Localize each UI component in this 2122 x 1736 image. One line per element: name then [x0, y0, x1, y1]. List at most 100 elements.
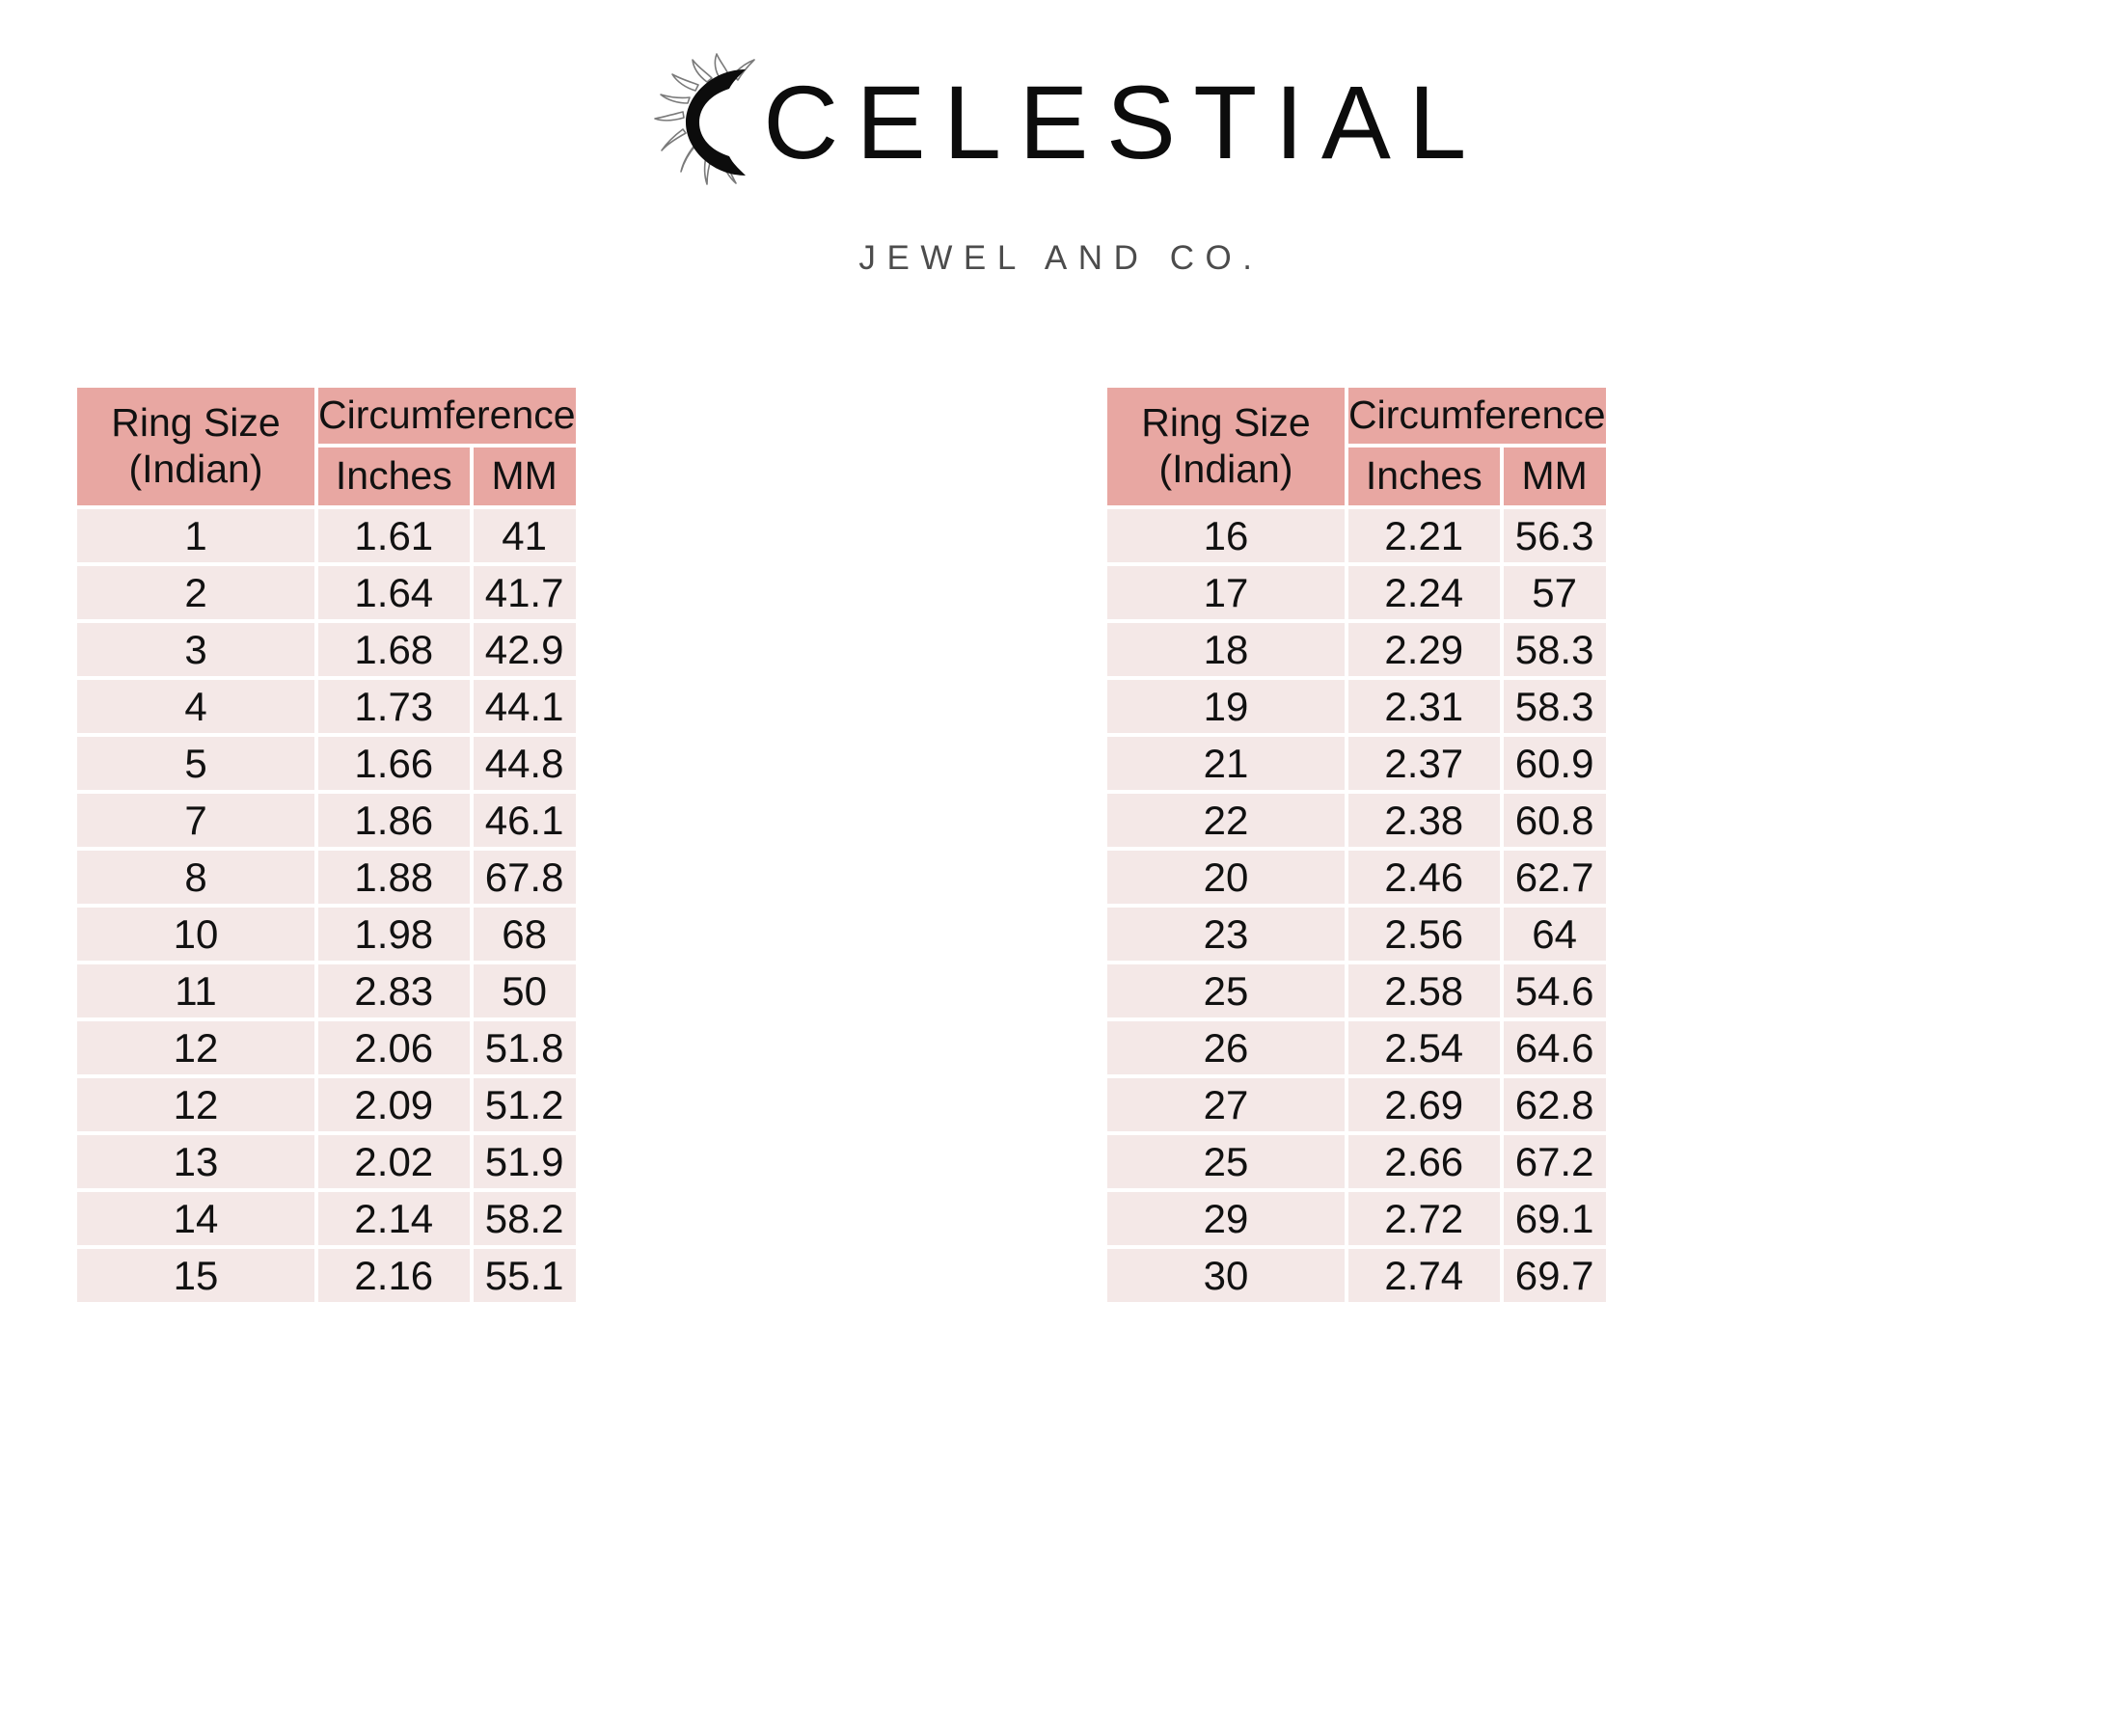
- cell-inches: 2.31: [1348, 680, 1500, 733]
- cell-mm: 62.8: [1503, 1078, 1606, 1131]
- cell-inches: 2.46: [1348, 851, 1500, 904]
- cell-inches: 1.88: [318, 851, 470, 904]
- table-row: 11 2.83 50: [77, 964, 576, 1017]
- column-header-mm: MM: [1503, 448, 1606, 505]
- cell-mm: 41.7: [473, 566, 576, 619]
- table-head: Ring Size (Indian) Circumference Inches …: [77, 388, 576, 505]
- crescent-moon-sun-icon: [638, 50, 782, 195]
- cell-inches: 2.14: [318, 1192, 470, 1245]
- cell-ring-size: 15: [77, 1249, 314, 1302]
- cell-ring-size: 30: [1107, 1249, 1345, 1302]
- table-row: 12 2.09 51.2: [77, 1078, 576, 1131]
- cell-ring-size: 2: [77, 566, 314, 619]
- header-row-secondary: Inches MM: [77, 448, 576, 505]
- cell-mm: 42.9: [473, 623, 576, 676]
- cell-inches: 2.72: [1348, 1192, 1500, 1245]
- brand-name: CELESTIAL: [763, 64, 1484, 180]
- table-row: 21 2.37 60.9: [1107, 737, 1606, 790]
- cell-ring-size: 10: [77, 908, 314, 961]
- cell-mm: 69.7: [1503, 1249, 1606, 1302]
- cell-inches: 2.74: [1348, 1249, 1500, 1302]
- cell-ring-size: 14: [77, 1192, 314, 1245]
- cell-ring-size: 4: [77, 680, 314, 733]
- cell-mm: 46.1: [473, 794, 576, 847]
- cell-ring-size: 26: [1107, 1021, 1345, 1074]
- cell-inches: 1.73: [318, 680, 470, 733]
- table-body-right: 16 2.21 56.3 17 2.24 57 18 2.29 58.3 19 2.31 58.3 21…: [1107, 509, 1606, 1302]
- cell-mm: 67.8: [473, 851, 576, 904]
- brand-header: CELESTIAL JEWEL AND CO.: [0, 0, 2122, 318]
- cell-inches: 2.24: [1348, 566, 1500, 619]
- cell-mm: 64.6: [1503, 1021, 1606, 1074]
- cell-ring-size: 3: [77, 623, 314, 676]
- cell-ring-size: 17: [1107, 566, 1345, 619]
- table-row: 17 2.24 57: [1107, 566, 1606, 619]
- header-row-primary: Ring Size (Indian) Circumference: [1107, 388, 1606, 505]
- cell-inches: 2.58: [1348, 964, 1500, 1017]
- cell-inches: 1.66: [318, 737, 470, 790]
- cell-mm: 56.3: [1503, 509, 1606, 562]
- cell-mm: 69.1: [1503, 1192, 1606, 1245]
- column-header-mm: MM: [473, 448, 576, 505]
- brand-wordmark: CELESTIAL: [0, 50, 2122, 195]
- cell-ring-size: 7: [77, 794, 314, 847]
- cell-mm: 57: [1503, 566, 1606, 619]
- cell-mm: 44.8: [473, 737, 576, 790]
- cell-inches: 2.69: [1348, 1078, 1500, 1131]
- cell-inches: 2.16: [318, 1249, 470, 1302]
- cell-mm: 64: [1503, 908, 1606, 961]
- cell-ring-size: 20: [1107, 851, 1345, 904]
- cell-ring-size: 25: [1107, 1135, 1345, 1188]
- cell-inches: 1.98: [318, 908, 470, 961]
- cell-inches: 2.29: [1348, 623, 1500, 676]
- cell-inches: 2.37: [1348, 737, 1500, 790]
- cell-ring-size: 21: [1107, 737, 1345, 790]
- cell-mm: 51.9: [473, 1135, 576, 1188]
- column-header-inches: Inches: [1348, 448, 1500, 505]
- ring-size-table-left: Ring Size (Indian) Circumference Inches …: [73, 384, 580, 1306]
- table-row: 12 2.06 51.8: [77, 1021, 576, 1074]
- cell-ring-size: 19: [1107, 680, 1345, 733]
- column-header-inches: Inches: [318, 448, 470, 505]
- cell-mm: 51.2: [473, 1078, 576, 1131]
- cell-mm: 41: [473, 509, 576, 562]
- cell-inches: 2.56: [1348, 908, 1500, 961]
- cell-mm: 58.3: [1503, 680, 1606, 733]
- table-row: 26 2.54 64.6: [1107, 1021, 1606, 1074]
- cell-inches: 2.66: [1348, 1135, 1500, 1188]
- cell-inches: 2.38: [1348, 794, 1500, 847]
- table-body-left: 1 1.61 41 2 1.64 41.7 3 1.68 42.9 4 1.73 44.1 5 1.66 4…: [77, 509, 576, 1302]
- column-header-circumference: Circumference: [318, 388, 576, 444]
- cell-ring-size: 11: [77, 964, 314, 1017]
- ring-size-table-right: Ring Size (Indian) Circumference Inches …: [1103, 384, 1610, 1306]
- cell-mm: 44.1: [473, 680, 576, 733]
- cell-inches: 2.06: [318, 1021, 470, 1074]
- table-row: 19 2.31 58.3: [1107, 680, 1606, 733]
- cell-ring-size: 12: [77, 1078, 314, 1131]
- table-row: 2 1.64 41.7: [77, 566, 576, 619]
- cell-inches: 1.68: [318, 623, 470, 676]
- table-row: 25 2.58 54.6: [1107, 964, 1606, 1017]
- table-row: 13 2.02 51.9: [77, 1135, 576, 1188]
- cell-mm: 58.2: [473, 1192, 576, 1245]
- cell-mm: 60.9: [1503, 737, 1606, 790]
- cell-ring-size: 29: [1107, 1192, 1345, 1245]
- cell-inches: 2.83: [318, 964, 470, 1017]
- cell-ring-size: 27: [1107, 1078, 1345, 1131]
- column-header-circumference: Circumference: [1348, 388, 1606, 444]
- table-row: 1 1.61 41: [77, 509, 576, 562]
- cell-ring-size: 25: [1107, 964, 1345, 1017]
- cell-ring-size: 13: [77, 1135, 314, 1188]
- table-row: 15 2.16 55.1: [77, 1249, 576, 1302]
- cell-inches: 2.54: [1348, 1021, 1500, 1074]
- cell-mm: 51.8: [473, 1021, 576, 1074]
- table-row: 14 2.14 58.2: [77, 1192, 576, 1245]
- table-row: 23 2.56 64: [1107, 908, 1606, 961]
- table-row: 5 1.66 44.8: [77, 737, 576, 790]
- table-row: 10 1.98 68: [77, 908, 576, 961]
- table-row: 22 2.38 60.8: [1107, 794, 1606, 847]
- table-row: 25 2.66 67.2: [1107, 1135, 1606, 1188]
- header-row-primary: Ring Size (Indian) Circumference: [77, 388, 576, 505]
- table-row: 30 2.74 69.7: [1107, 1249, 1606, 1302]
- table-row: 8 1.88 67.8: [77, 851, 576, 904]
